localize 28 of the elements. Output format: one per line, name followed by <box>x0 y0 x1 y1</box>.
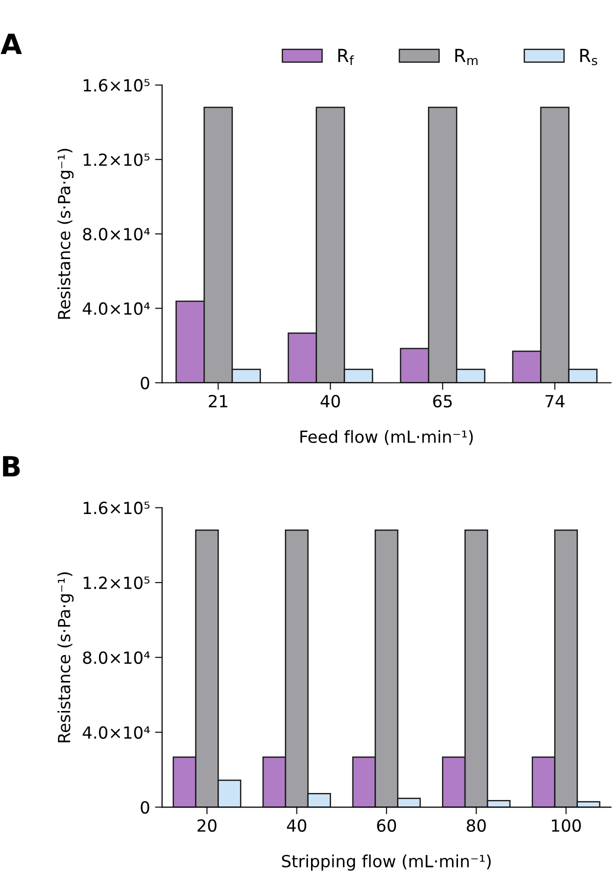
y-tick-label: 1.6×10⁵ <box>84 79 150 92</box>
y-tick-label: 0 <box>140 801 150 814</box>
chart-title: A <box>0 34 22 54</box>
y-tick-label: 4.0×10⁴ <box>82 302 150 315</box>
y-axis-title: Resistance (s·Pa·g⁻¹) <box>57 572 74 742</box>
x-tick-label: 74 <box>546 395 564 408</box>
y-tick-label: 1.2×10⁵ <box>84 153 150 166</box>
x-tick-label: 100 <box>552 819 581 832</box>
legend-label: R$_{s}$ <box>580 48 598 66</box>
x-tick-label: 40 <box>320 394 340 408</box>
x-axis-title: Stripping flow (mL·min⁻¹) <box>282 854 491 871</box>
x-tick-label: 80 <box>466 819 486 832</box>
y-tick-label: 8.0×10⁴ <box>83 228 150 240</box>
x-axis-title: Feed flow (mL·min⁻¹) <box>300 430 473 445</box>
y-tick-label: 4.0×10⁴ <box>82 726 150 739</box>
x-tick-label: 20 <box>198 819 216 832</box>
legend-label: R$_{f}$ <box>338 48 354 66</box>
x-tick-label: 65 <box>433 394 452 408</box>
x-tick-label: 60 <box>377 819 396 832</box>
chart-title: B <box>3 456 20 476</box>
y-tick-label: 0 <box>140 376 150 390</box>
x-tick-label: 40 <box>286 819 306 832</box>
y-tick-label: 1.2×10⁵ <box>84 576 150 590</box>
y-tick-label: 1.6×10⁵ <box>84 502 150 514</box>
x-tick-label: 21 <box>208 394 228 408</box>
y-tick-label: 8.0×10⁴ <box>83 651 150 664</box>
y-axis-title: Resistance (s·Pa·g⁻¹) <box>57 148 74 319</box>
legend-label: R$_{m}$ <box>455 48 478 66</box>
